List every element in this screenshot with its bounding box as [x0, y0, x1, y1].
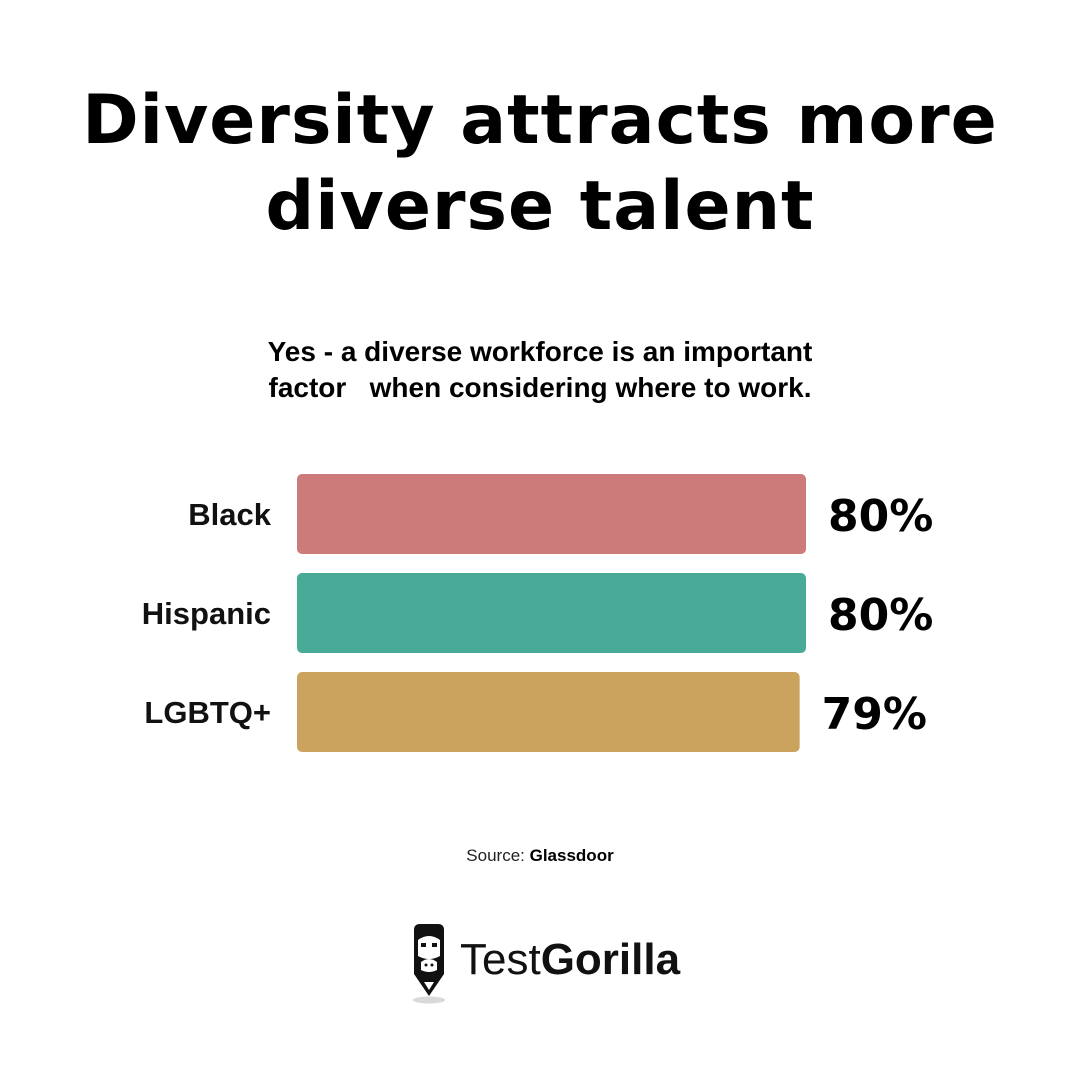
bars-layer: Black 80% Hispanic 80% LGBTQ+ 79%: [142, 474, 933, 752]
chart-subtitle-line-1: Yes - a diverse workforce is an importan…: [267, 336, 813, 367]
brand-name-part-2: Gorilla: [540, 935, 681, 984]
source-prefix: Source:: [466, 846, 525, 865]
source-name: Glassdoor: [529, 846, 614, 865]
bar-chart: Black 80% Hispanic 80% LGBTQ+ 79%: [142, 474, 933, 752]
brand-name-part-1: Test: [460, 935, 541, 984]
testgorilla-logo: TestGorilla: [408, 922, 680, 1006]
category-label-lgbtq: LGBTQ+: [144, 695, 271, 730]
chart-subtitle-line-2: factor when considering where to work.: [268, 372, 812, 403]
chart-title-line-2: diverse talent: [265, 167, 815, 246]
bar-hispanic: [297, 573, 806, 653]
brand-name: TestGorilla: [460, 938, 680, 982]
bar-lgbtq: [297, 672, 800, 752]
chart-subtitle: Yes - a diverse workforce is an importan…: [0, 334, 1080, 406]
value-label-lgbtq: 79%: [822, 689, 927, 740]
value-label-hispanic: 80%: [828, 590, 933, 641]
source-note: Source: Glassdoor: [0, 846, 1080, 866]
category-label-hispanic: Hispanic: [142, 596, 271, 631]
bar-black: [297, 474, 806, 554]
chart-title-line-1: Diversity attracts more: [82, 81, 998, 160]
category-label-black: Black: [188, 497, 271, 532]
value-label-black: 80%: [828, 491, 933, 542]
chart-title: Diversity attracts more diverse talent: [0, 78, 1080, 250]
gorilla-pencil-icon: [413, 924, 445, 1004]
